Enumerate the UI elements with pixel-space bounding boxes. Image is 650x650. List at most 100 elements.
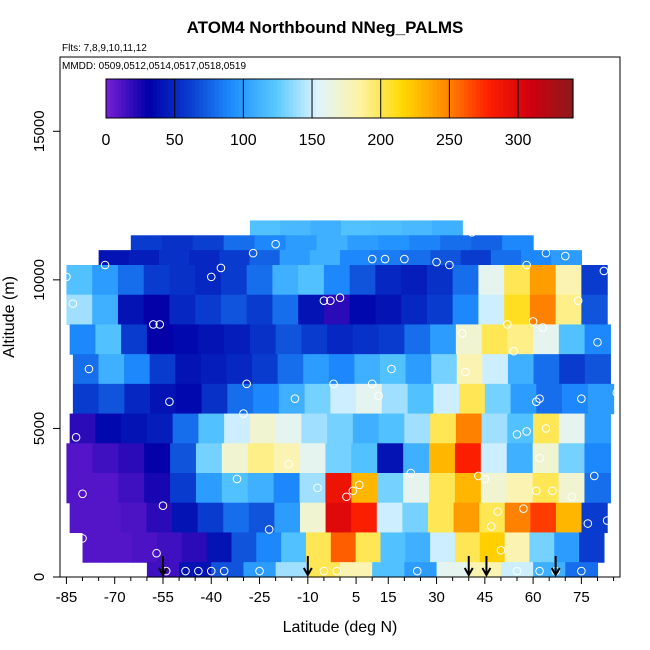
- sample-point: [486, 522, 496, 531]
- heatmap-cell: [220, 265, 248, 296]
- heatmap-cell: [144, 473, 171, 504]
- colorbar-segment: [261, 79, 267, 118]
- heatmap-cell: [107, 532, 133, 563]
- heatmap-cell: [581, 294, 608, 326]
- heatmap-cell: [490, 250, 522, 266]
- heatmap-cell: [172, 324, 199, 355]
- heatmap-cell: [254, 235, 287, 251]
- heatmap-cell: [401, 220, 433, 236]
- heatmap-cell: [305, 532, 332, 563]
- heatmap-cell: [223, 235, 256, 251]
- heatmap-cell: [402, 502, 429, 534]
- colorbar-segment: [195, 79, 200, 118]
- heatmap-cell: [172, 413, 199, 444]
- sample-point: [567, 492, 577, 502]
- x-tick-label: 5: [352, 589, 360, 606]
- sample-point: [548, 486, 557, 496]
- colorbar-segment: [467, 79, 473, 118]
- colorbar-segment: [179, 79, 185, 118]
- heatmap-cell: [500, 562, 534, 578]
- heatmap-cell: [581, 502, 608, 534]
- colorbar-segment: [561, 79, 566, 118]
- colorbar-segment: [471, 79, 477, 118]
- colorbar-segment: [125, 79, 130, 118]
- heatmap-cell: [224, 324, 251, 355]
- colorbar-segment: [366, 79, 372, 118]
- heatmap-cell: [454, 532, 481, 563]
- heatmap-cell: [429, 473, 456, 504]
- sample-point: [342, 492, 351, 502]
- heatmap-cell: [69, 413, 97, 444]
- colorbar-tick-label: 200: [367, 132, 394, 149]
- colorbar-segment: [530, 79, 535, 118]
- colorbar-segment: [452, 79, 457, 118]
- heatmap-cell: [299, 443, 327, 474]
- colorbar-segment: [569, 79, 574, 118]
- heatmap-cell: [558, 413, 586, 444]
- sample-point: [522, 427, 531, 436]
- heatmap-cell: [256, 532, 282, 563]
- x-tick-label: -25: [249, 589, 271, 606]
- heatmap-cell: [354, 354, 381, 385]
- sample-point: [219, 566, 229, 576]
- heatmap-cell: [558, 443, 586, 474]
- colorbar-segment: [148, 79, 154, 118]
- heatmap-cell: [405, 532, 431, 563]
- heatmap-cell: [459, 383, 486, 415]
- heatmap-cell: [378, 413, 405, 444]
- heatmap-cell: [409, 235, 441, 251]
- sample-point: [577, 394, 586, 404]
- colorbar-segment: [374, 79, 380, 118]
- colorbar-segment: [253, 79, 259, 118]
- heatmap-cell: [118, 443, 145, 474]
- heatmap-cell: [371, 220, 403, 236]
- heatmap-cell: [130, 235, 163, 251]
- heatmap-cell: [95, 413, 122, 444]
- colorbar-segment: [152, 79, 158, 118]
- colorbar-segment: [522, 79, 527, 118]
- heatmap-cell: [454, 473, 482, 504]
- colorbar-segment: [133, 79, 138, 118]
- heatmap-cell: [146, 324, 174, 355]
- heatmap-cell: [370, 250, 401, 266]
- y-tick-label: 0: [31, 573, 48, 581]
- colorbar-segment: [183, 79, 189, 118]
- colorbar-tick-label: 0: [102, 132, 111, 149]
- x-tick-label: -85: [56, 589, 78, 606]
- sample-point: [329, 379, 338, 389]
- sample-point: [216, 263, 226, 273]
- heatmap-cell: [456, 354, 483, 385]
- heatmap-cell: [327, 324, 354, 355]
- heatmap-cell: [455, 324, 483, 355]
- heatmap-cell: [277, 354, 304, 385]
- sample-point: [532, 397, 541, 406]
- heatmap-cell: [349, 265, 377, 296]
- colorbar-segment: [362, 79, 368, 118]
- colorbar-segment: [358, 79, 364, 118]
- sample-point: [602, 516, 612, 525]
- y-tick-label: 15000: [31, 110, 48, 152]
- sample-point: [560, 251, 570, 261]
- sample-point: [577, 566, 586, 576]
- colorbar-segment: [549, 79, 555, 118]
- colorbar-segment: [249, 79, 255, 118]
- sample-point: [158, 501, 168, 510]
- colorbar-segment: [397, 79, 403, 118]
- colorbar-segment: [144, 79, 150, 118]
- heatmap-cell: [478, 265, 505, 296]
- colorbar-segment: [495, 79, 500, 118]
- sample-point: [71, 433, 81, 442]
- heatmap-cell: [316, 235, 349, 251]
- heatmap-cell: [460, 250, 492, 266]
- heatmap-cell: [120, 502, 148, 534]
- colorbar-segment: [320, 79, 325, 118]
- heatmap-cell: [330, 532, 357, 563]
- heatmap-cell: [529, 294, 557, 326]
- heatmap-cell: [117, 265, 145, 296]
- heatmap-cell: [98, 354, 125, 385]
- heatmap-cell: [231, 532, 257, 563]
- heatmap-cell: [198, 413, 225, 444]
- heatmap-cell: [554, 532, 580, 563]
- heatmap-cell: [246, 265, 274, 296]
- colorbar-segment: [382, 79, 387, 118]
